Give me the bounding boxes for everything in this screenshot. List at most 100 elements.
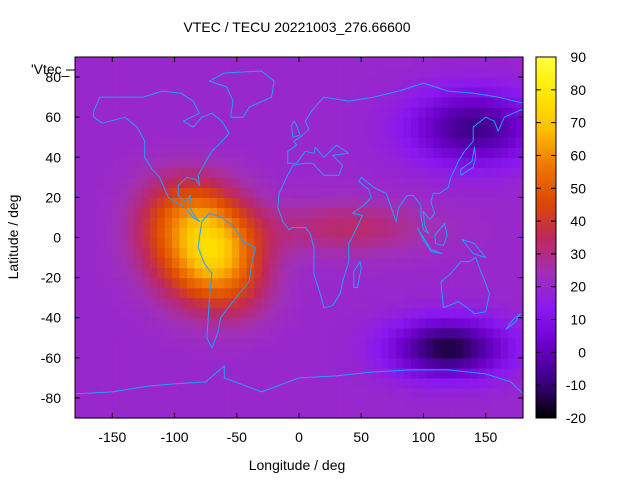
heatmap-cell [261, 147, 270, 158]
heatmap-cell [508, 307, 517, 319]
heatmap-cell [366, 387, 375, 399]
coastline-greenland [208, 70, 275, 118]
coastlines [74, 70, 524, 395]
heatmap-cell [478, 147, 487, 158]
heatmap-cell [418, 197, 427, 209]
heatmap-cell [284, 357, 293, 369]
heatmap-cell [239, 267, 248, 279]
heatmap-cell [142, 347, 151, 359]
heatmap-cell [515, 177, 524, 188]
heatmap-cell [321, 87, 330, 98]
colorbar-tick-label: 60 [570, 147, 586, 163]
heatmap-cell [127, 377, 136, 389]
heatmap-cell [396, 207, 405, 219]
heatmap-cell [381, 177, 390, 188]
heatmap-cell [187, 167, 196, 178]
heatmap-cell [515, 217, 524, 229]
heatmap-cell [224, 227, 233, 239]
heatmap-cell [343, 97, 352, 108]
heatmap-cell [463, 197, 472, 209]
heatmap-cell [112, 67, 121, 78]
heatmap-cell [276, 307, 285, 319]
heatmap-cell [246, 367, 255, 379]
heatmap-cell [104, 277, 113, 289]
heatmap-cell [231, 137, 240, 148]
heatmap-cell [508, 197, 517, 209]
x-tick-label: -100 [161, 429, 189, 445]
heatmap-cell [127, 197, 136, 209]
x-axis-label: Longitude / deg [249, 457, 346, 473]
heatmap-cell [440, 297, 449, 309]
heatmap-cell [179, 137, 188, 148]
heatmap-cell [470, 107, 479, 118]
heatmap-cell [231, 267, 240, 279]
heatmap-cell [179, 97, 188, 108]
heatmap-cell [351, 167, 360, 178]
heatmap-cell [418, 337, 427, 349]
heatmap-cell [321, 157, 330, 168]
heatmap-cell [418, 227, 427, 239]
heatmap-cell [187, 307, 196, 319]
heatmap-cell [127, 107, 136, 118]
heatmap-cell [313, 227, 322, 239]
heatmap-cell [224, 57, 233, 68]
heatmap-cell [358, 187, 367, 198]
heatmap-cell [194, 157, 203, 168]
heatmap-cell [388, 347, 397, 359]
heatmap-cell [351, 387, 360, 399]
heatmap-cell [216, 277, 225, 289]
heatmap-cell [134, 307, 143, 319]
heatmap-cell [336, 97, 345, 108]
heatmap-cell [463, 257, 472, 269]
heatmap-cell [239, 77, 248, 88]
heatmap-cell [254, 297, 263, 309]
heatmap-cell [425, 267, 434, 279]
heatmap-cell [187, 177, 196, 188]
heatmap-cell [515, 67, 524, 78]
heatmap-cell [276, 317, 285, 329]
heatmap-cell [82, 367, 91, 379]
x-tick-label: -150 [98, 429, 126, 445]
heatmap-cell [493, 367, 502, 379]
heatmap-cell [425, 217, 434, 229]
heatmap-cell [112, 197, 121, 209]
heatmap-cell [201, 127, 210, 138]
heatmap-cell [142, 357, 151, 369]
heatmap-cell [388, 57, 397, 68]
heatmap-cell [82, 247, 91, 259]
heatmap-cell [508, 207, 517, 219]
heatmap-cell [411, 87, 420, 98]
heatmap-cell [291, 117, 300, 128]
heatmap-cell [89, 407, 98, 419]
heatmap-cell [321, 277, 330, 289]
heatmap-cell [321, 247, 330, 259]
heatmap-cell [485, 297, 494, 309]
heatmap-cell [336, 57, 345, 68]
heatmap-cell [411, 407, 420, 419]
heatmap-cell [82, 317, 91, 329]
heatmap-cell [313, 287, 322, 299]
heatmap-cell [157, 107, 166, 118]
heatmap-cell [515, 247, 524, 259]
heatmap-cell [97, 247, 106, 259]
heatmap-cell [478, 117, 487, 128]
heatmap-cell [82, 167, 91, 178]
heatmap-cell [388, 277, 397, 289]
heatmap-cell [343, 267, 352, 279]
heatmap-cell [201, 197, 210, 209]
heatmap-cell [425, 187, 434, 198]
heatmap-cell [351, 407, 360, 419]
heatmap-cell [493, 247, 502, 259]
heatmap-cell [425, 137, 434, 148]
heatmap-cell [82, 347, 91, 359]
heatmap-cell [343, 297, 352, 309]
heatmap-cell [321, 57, 330, 68]
heatmap-cell [500, 137, 509, 148]
heatmap-cell [336, 177, 345, 188]
heatmap-cell [201, 247, 210, 259]
heatmap-cell [455, 107, 464, 118]
heatmap-cell [381, 237, 390, 249]
heatmap-cell [89, 137, 98, 148]
heatmap-cell [403, 87, 412, 98]
heatmap-cell [343, 187, 352, 198]
